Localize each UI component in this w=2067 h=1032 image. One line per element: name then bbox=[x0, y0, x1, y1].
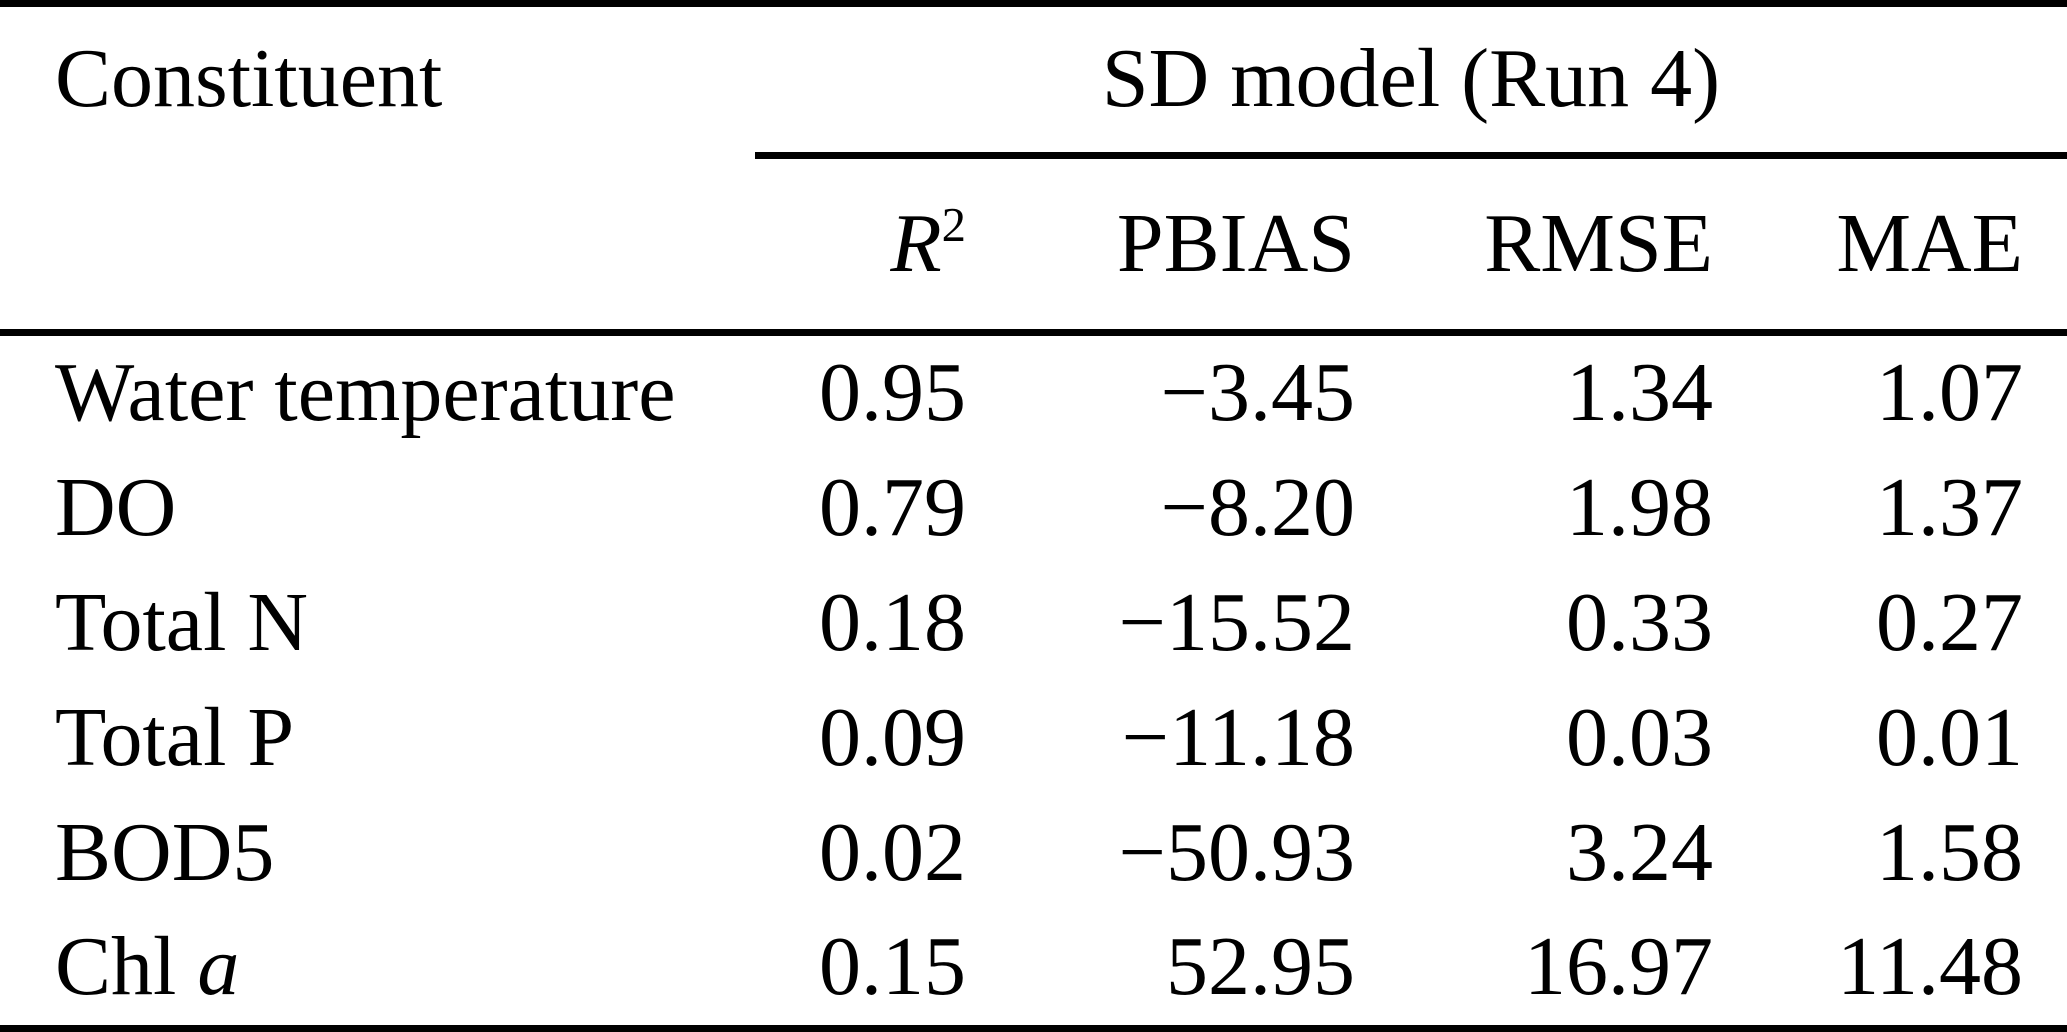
r2-cell: 0.02 bbox=[819, 805, 966, 899]
column-header-constituent: Constituent bbox=[55, 32, 443, 125]
rmse-cell: 3.24 bbox=[1566, 805, 1713, 899]
metric-header-pbias: PBIAS bbox=[1116, 196, 1355, 290]
row-label: BOD5 bbox=[0, 795, 755, 910]
pbias-cell: 52.95 bbox=[1166, 920, 1355, 1014]
rmse-cell: 16.97 bbox=[1524, 920, 1713, 1014]
row-label: Total N bbox=[0, 566, 755, 681]
r2-symbol: R bbox=[890, 196, 942, 290]
r2-cell: 0.18 bbox=[819, 575, 966, 669]
row-label-italic: a bbox=[197, 920, 240, 1014]
row-label-text: Water temperature bbox=[55, 346, 676, 440]
rmse-cell: 1.34 bbox=[1399, 328, 1757, 451]
row-label: DO bbox=[0, 451, 755, 566]
pbias-cell: −50.93 bbox=[1118, 805, 1355, 899]
mae-cell: 1.37 bbox=[1876, 461, 2023, 555]
row-label-text: BOD5 bbox=[55, 805, 275, 899]
row-label: Water temperature bbox=[0, 328, 755, 451]
row-label-text: DO bbox=[55, 461, 177, 555]
mae-cell: 0.01 bbox=[1876, 690, 2023, 784]
rmse-cell: 0.33 bbox=[1566, 575, 1713, 669]
metric-header-r2: R2 bbox=[755, 156, 1010, 333]
header-row-group: Constituent SD model (Run 4) bbox=[0, 3, 2067, 159]
mae-cell: 1.58 bbox=[1876, 805, 2023, 899]
table-row-total-p: Total P 0.09 −11.18 0.03 0.01 bbox=[0, 680, 2067, 795]
r2-cell: 0.79 bbox=[819, 461, 966, 555]
table-row-chl-a: Chl a 0.15 52.95 16.97 11.48 bbox=[0, 910, 2067, 1028]
row-label-text: Total P bbox=[55, 690, 295, 784]
group-header-sd-model: SD model (Run 4) bbox=[755, 3, 2067, 159]
rmse-cell: 1.98 bbox=[1566, 461, 1713, 555]
mae-cell: 0.27 bbox=[1876, 575, 2023, 669]
metric-header-rmse: RMSE bbox=[1484, 196, 1713, 290]
pbias-cell: −3.45 bbox=[1010, 328, 1399, 451]
r2-cell: 0.09 bbox=[819, 690, 966, 784]
r2-cell: 0.95 bbox=[755, 328, 1010, 451]
mae-cell: 11.48 bbox=[1837, 920, 2023, 1014]
table-row-do: DO 0.79 −8.20 1.98 1.37 bbox=[0, 451, 2067, 566]
table-row-water-temperature: Water temperature 0.95 −3.45 1.34 1.07 bbox=[0, 328, 2067, 451]
rmse-cell: 0.03 bbox=[1566, 690, 1713, 784]
pbias-cell: −8.20 bbox=[1160, 461, 1355, 555]
row-label: Chl a bbox=[0, 910, 755, 1028]
pbias-cell: −15.52 bbox=[1118, 575, 1355, 669]
metric-header-mae: MAE bbox=[1836, 196, 2023, 290]
mae-cell: 1.07 bbox=[1757, 328, 2067, 451]
r2-cell: 0.15 bbox=[819, 920, 966, 1014]
table-row-bod5: BOD5 0.02 −50.93 3.24 1.58 bbox=[0, 795, 2067, 910]
header-row-metrics: R2 PBIAS RMSE MAE bbox=[0, 156, 2067, 333]
row-label-text: Total N bbox=[55, 575, 309, 669]
r2-exponent: 2 bbox=[941, 197, 966, 252]
table-row-total-n: Total N 0.18 −15.52 0.33 0.27 bbox=[0, 566, 2067, 681]
pbias-cell: −11.18 bbox=[1121, 690, 1355, 784]
row-label: Total P bbox=[0, 680, 755, 795]
row-label-text: Chl bbox=[55, 920, 177, 1014]
